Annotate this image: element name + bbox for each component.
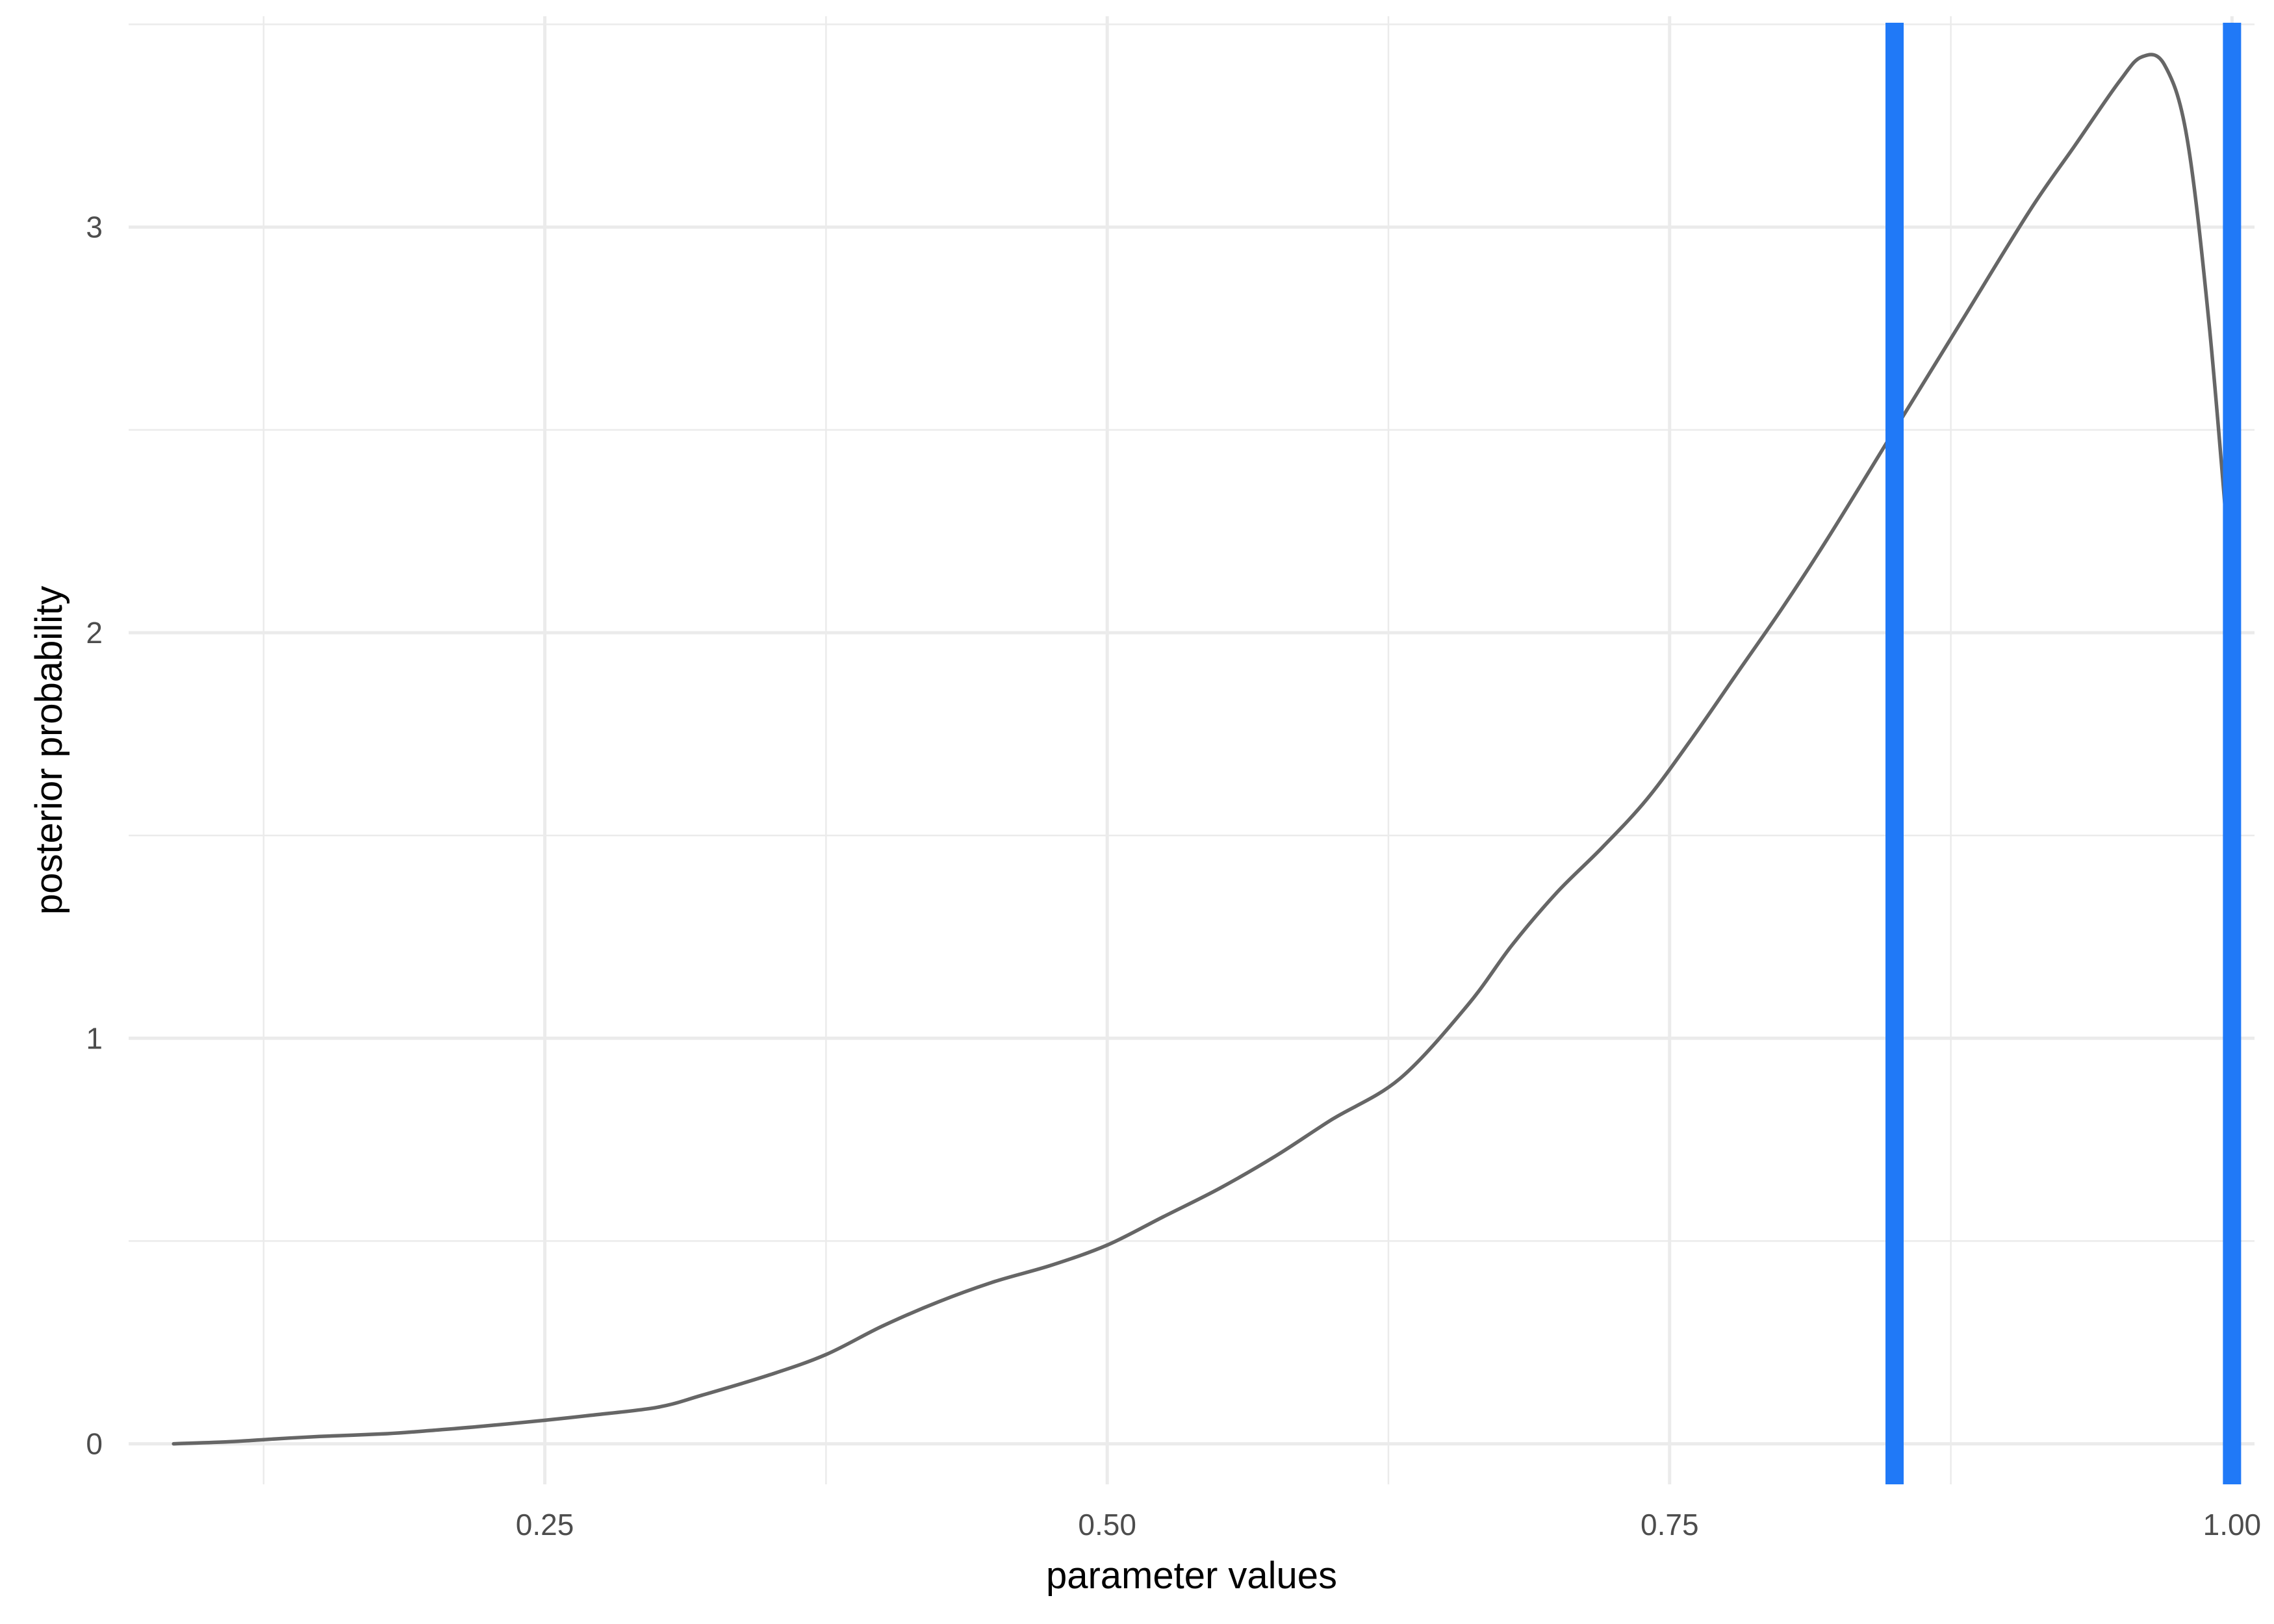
- x-axis-title: parameter values: [1046, 1554, 1337, 1597]
- x-axis-tick-labels: 0.25 0.50 0.75 1.00: [516, 1508, 2261, 1542]
- x-tick-label: 0.75: [1641, 1508, 1699, 1542]
- y-axis-tick-labels: 0 1 2 3: [86, 210, 103, 1461]
- x-tick-label: 0.25: [516, 1508, 574, 1542]
- y-tick-label: 1: [86, 1021, 103, 1055]
- y-tick-label: 2: [86, 616, 103, 650]
- x-tick-label: 1.00: [2203, 1508, 2262, 1542]
- y-tick-label: 3: [86, 210, 103, 244]
- density-curve: [172, 53, 2234, 1446]
- minor-x-gridlines: [262, 16, 1952, 1484]
- y-tick-label: 0: [86, 1427, 103, 1461]
- y-axis-title: posterior probability: [28, 586, 70, 915]
- credible-interval-lines: [1885, 23, 2242, 1484]
- x-tick-label: 0.50: [1078, 1508, 1136, 1542]
